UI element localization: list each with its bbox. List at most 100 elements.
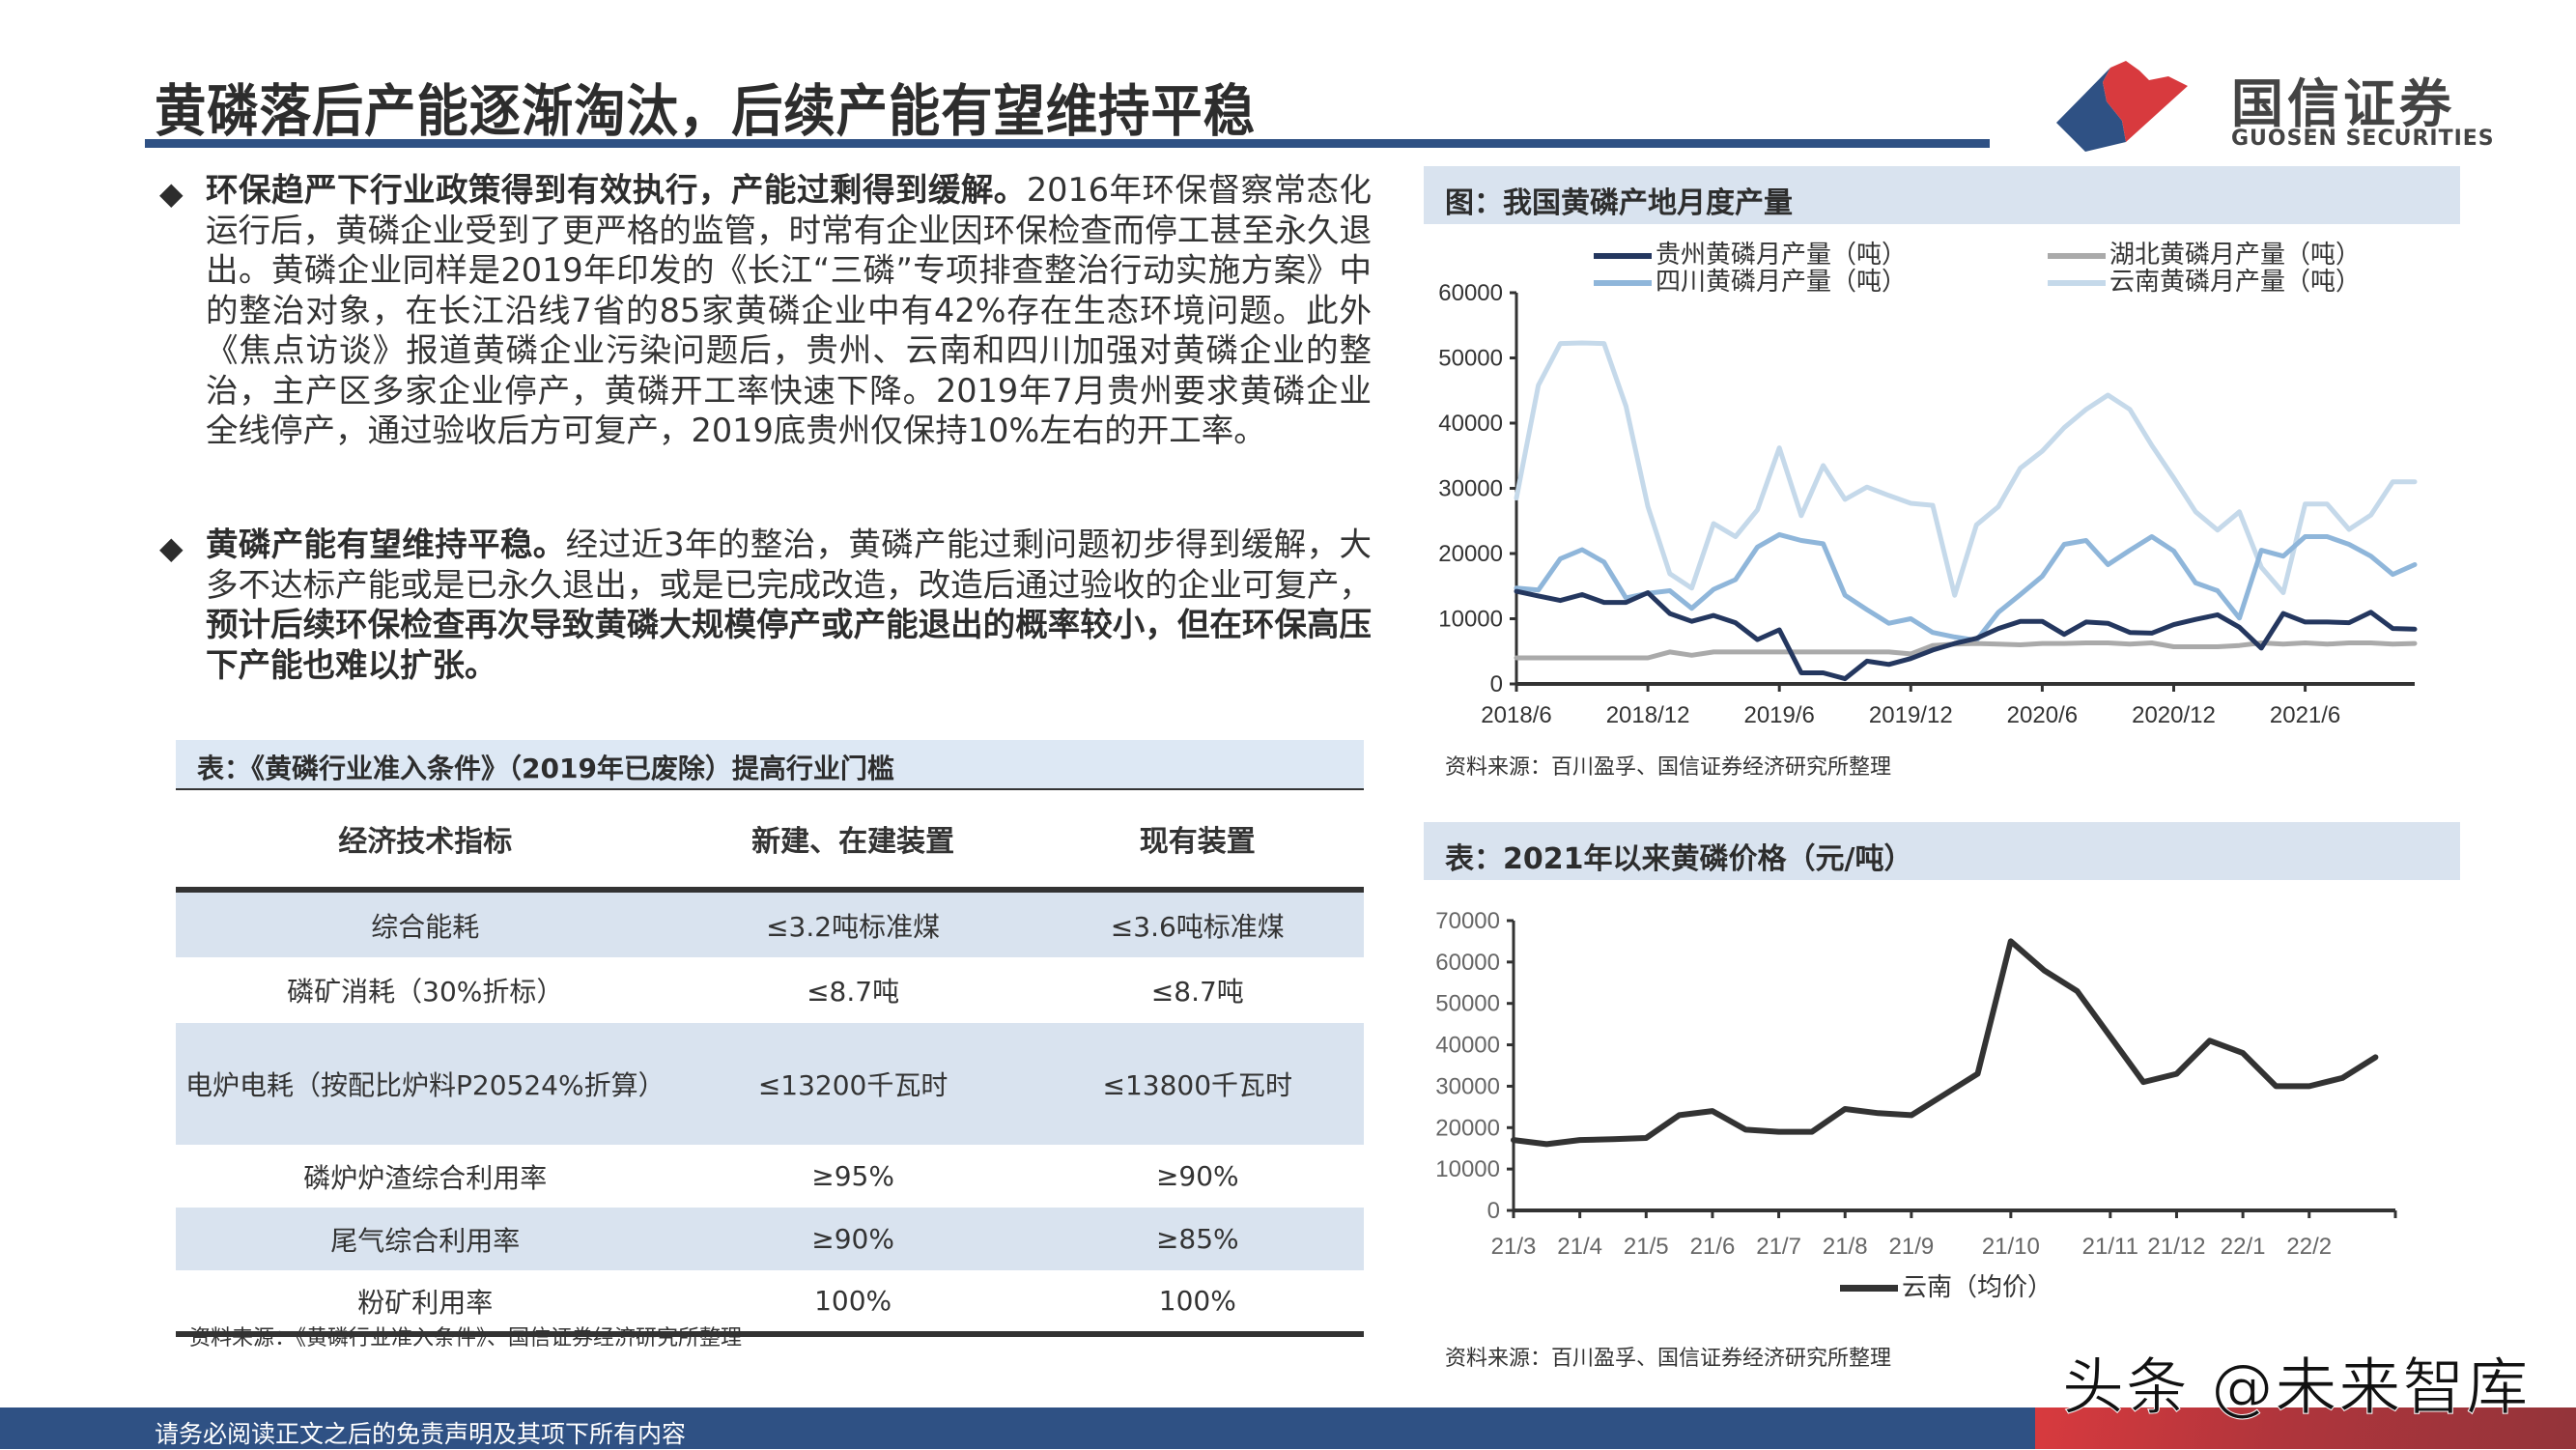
- legend-swatch: [1840, 1285, 1898, 1292]
- legend-guizhou: 贵州黄磷月产量（吨）: [1594, 235, 1907, 270]
- series-line: [1514, 340, 2418, 598]
- svg-text:22/1: 22/1: [2221, 1234, 2266, 1260]
- table-caption: 表：《黄磷行业准入条件》（2019年已废除）提高行业门槛: [176, 740, 1364, 790]
- watermark: 头条 @未来智库: [2061, 1352, 2531, 1425]
- chart1-source-note: 资料来源：百川盈孚、国信证券经济研究所整理: [1445, 755, 1892, 780]
- table-cell: ≥90%: [674, 1208, 1032, 1270]
- table-caption-text: 表：《黄磷行业准入条件》（2019年已废除）提高行业门槛: [197, 753, 894, 784]
- chart2-caption: 表：2021年以来黄磷价格（元/吨）: [1424, 822, 2460, 880]
- table-row: 综合能耗 ≤3.2吨标准煤 ≤3.6吨标准煤: [176, 890, 1364, 957]
- svg-text:2020/6: 2020/6: [2007, 702, 2078, 728]
- svg-text:50000: 50000: [1435, 991, 1500, 1017]
- legend-swatch: [1594, 252, 1652, 259]
- bullet-bold: 黄磷产能有望维持平稳。: [206, 526, 566, 563]
- svg-text:40000: 40000: [1438, 411, 1503, 437]
- logo-mark-icon: [2056, 61, 2188, 152]
- chart2-caption-text: 表：2021年以来黄磷价格（元/吨）: [1445, 842, 1913, 876]
- diamond-bullet-icon: ◆: [159, 529, 184, 566]
- col-header-new: 新建、在建装置: [674, 790, 1032, 893]
- svg-text:21/7: 21/7: [1756, 1234, 1801, 1260]
- svg-text:2020/12: 2020/12: [2132, 702, 2216, 728]
- svg-text:22/2: 22/2: [2286, 1234, 2332, 1260]
- svg-text:30000: 30000: [1435, 1073, 1500, 1099]
- svg-text:21/11: 21/11: [2082, 1234, 2138, 1260]
- legend-swatch: [2048, 252, 2106, 259]
- table-cell: 尾气综合利用率: [176, 1208, 675, 1270]
- page-title: 黄磷落后产能逐渐淘汰，后续产能有望维持平稳: [155, 78, 1256, 144]
- bullet-bold-conclusion: 预计后续环保检查再次导致黄磷大规模停产或产能退出的概率较小，但在环保高压下产能也…: [206, 606, 1372, 684]
- title-underline: [145, 139, 1990, 148]
- spec-table: 经济技术指标 新建、在建装置 现有装置 综合能耗 ≤3.2吨标准煤 ≤3.6吨标…: [176, 790, 1364, 1337]
- svg-text:21/5: 21/5: [1624, 1234, 1669, 1260]
- series-line: [1511, 938, 2379, 1148]
- svg-text:60000: 60000: [1435, 950, 1500, 976]
- table-source-note: 资料来源：《黄磷行业准入条件》、国信证券经济研究所整理: [189, 1326, 743, 1350]
- table-cell: ≤13800千瓦时: [1031, 1023, 1364, 1145]
- bullet-bold: 环保趋严下行业政策得到有效执行，产能过剩得到缓解。: [206, 171, 1027, 209]
- svg-text:40000: 40000: [1435, 1033, 1500, 1059]
- bullet-capacity: ◆ 黄磷产能有望维持平稳。经过近3年的整治，黄磷产能过剩问题初步得到缓解，大多不…: [159, 525, 1372, 685]
- company-logo: 国信证券 GUOSEN SECURITIES: [2043, 53, 2497, 159]
- table-cell: ≤8.7吨: [807, 976, 900, 1008]
- legend-swatch: [2048, 279, 2106, 286]
- disclaimer-text: 请务必阅读正文之后的免责声明及其项下所有内容: [155, 1420, 687, 1448]
- svg-text:21/9: 21/9: [1889, 1234, 1935, 1260]
- table-cell: ≥95%: [811, 1160, 894, 1192]
- chart1-caption: 图：我国黄磷产地月度产量: [1424, 166, 2460, 224]
- svg-text:21/6: 21/6: [1690, 1234, 1736, 1260]
- logo-chinese: 国信证券: [2231, 73, 2455, 134]
- table-row: 尾气综合利用率 ≥90% ≥85%: [176, 1208, 1364, 1270]
- svg-text:20000: 20000: [1438, 541, 1503, 567]
- table-cell: 电炉电耗（按配比炉料P20524%折算）: [176, 1023, 675, 1145]
- table-row: 磷矿消耗（30%折标） ≤8.7吨 ≤8.7吨: [176, 957, 1364, 1023]
- svg-text:10000: 10000: [1438, 607, 1503, 633]
- table-cell: 综合能耗: [176, 890, 675, 957]
- legend-sichuan: 四川黄磷月产量（吨）: [1594, 262, 1907, 298]
- production-line-chart: 0 10000 20000 30000 40000 50000 60000 2018/6 201…: [1438, 280, 2418, 728]
- svg-text:21/4: 21/4: [1557, 1234, 1602, 1260]
- footer-red-accent: [2035, 1407, 2576, 1449]
- price-line-chart: 0 10000 20000 30000 40000 50000 60000 70000 21/3…: [1435, 908, 2397, 1260]
- svg-text:70000: 70000: [1435, 908, 1500, 934]
- table-cell: 磷炉炉渣综合利用率: [303, 1161, 548, 1194]
- table-cell: ≤3.6吨标准煤: [1031, 890, 1364, 957]
- svg-text:21/10: 21/10: [1982, 1234, 2040, 1260]
- table-cell: ≤8.7吨: [1150, 976, 1244, 1008]
- series-line: [1514, 588, 2418, 682]
- series-line: [1514, 640, 2418, 661]
- table-header-row: 经济技术指标 新建、在建装置 现有装置: [176, 790, 1364, 893]
- legend-label: 湖北黄磷月产量（吨）: [2109, 241, 2362, 270]
- chart2-source-note: 资料来源：百川盈孚、国信证券经济研究所整理: [1445, 1347, 1892, 1371]
- svg-text:2018/6: 2018/6: [1481, 702, 1551, 728]
- svg-text:0: 0: [1490, 671, 1503, 697]
- legend-yunnan: 云南黄磷月产量（吨）: [2048, 262, 2361, 298]
- col-header-existing: 现有装置: [1031, 790, 1364, 893]
- bullet-text: 2016年环保督察常态化运行后，黄磷企业受到了更严格的监管，时常有企业因环保检查…: [206, 171, 1373, 449]
- chart1-caption-text: 图：我国黄磷产地月度产量: [1445, 186, 1793, 220]
- svg-text:2021/6: 2021/6: [2270, 702, 2340, 728]
- svg-text:60000: 60000: [1438, 280, 1503, 306]
- table-cell: 100%: [1031, 1270, 1364, 1337]
- table-cell: 磷矿消耗（30%折标）: [287, 976, 564, 1008]
- svg-text:2018/12: 2018/12: [1606, 702, 1690, 728]
- legend-label: 云南（均价）: [1902, 1273, 2053, 1302]
- legend-hubei: 湖北黄磷月产量（吨）: [2048, 235, 2361, 270]
- table-cell: ≥85%: [1031, 1208, 1364, 1270]
- table-row: 磷炉炉渣综合利用率 ≥95% ≥90%: [176, 1145, 1364, 1208]
- svg-text:2019/6: 2019/6: [1743, 702, 1814, 728]
- legend-label: 贵州黄磷月产量（吨）: [1656, 241, 1908, 270]
- diamond-bullet-icon: ◆: [159, 175, 184, 212]
- table-cell: 100%: [674, 1270, 1032, 1337]
- bullet-text: 经过近3年的整治，黄磷产能过剩问题初步得到缓解，大多不达标产能或是已永久退出，或…: [206, 526, 1372, 604]
- svg-text:0: 0: [1487, 1198, 1500, 1224]
- table-cell: 粉矿利用率: [176, 1270, 675, 1337]
- col-header-indicator: 经济技术指标: [176, 790, 675, 893]
- svg-text:30000: 30000: [1438, 476, 1503, 502]
- table-row: 粉矿利用率 100% 100%: [176, 1270, 1364, 1337]
- legend-swatch: [1594, 279, 1652, 286]
- logo-english: GUOSEN SECURITIES: [2231, 127, 2495, 151]
- table-cell: ≥90%: [1155, 1160, 1239, 1192]
- legend-label: 云南黄磷月产量（吨）: [2109, 268, 2362, 297]
- table-row: 电炉电耗（按配比炉料P20524%折算） ≤13200千瓦时 ≤13800千瓦时: [176, 1023, 1364, 1145]
- table-cell: ≤13200千瓦时: [674, 1023, 1032, 1145]
